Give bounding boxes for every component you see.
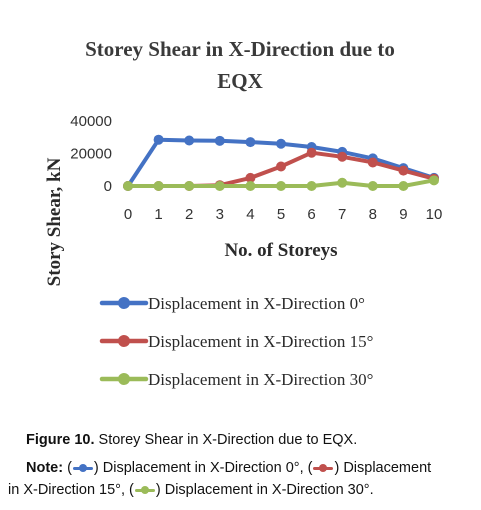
series-1-point: [367, 157, 378, 168]
plot-layer: 0 20000 40000 0 1 2 3 4 5 6 7 8 9 10: [70, 113, 442, 223]
series-0-point: [184, 135, 195, 146]
legend-marker-1: [118, 335, 130, 347]
note-line-1: Note: ( ) Displacement in X-Direction 0°,…: [26, 460, 431, 476]
series-2-point: [245, 181, 256, 191]
legend-marker-0: [118, 297, 130, 309]
series-2-point: [184, 181, 195, 191]
series-2-point: [398, 181, 409, 191]
x-tick-label: 10: [426, 206, 443, 223]
x-tick-label: 8: [369, 206, 377, 223]
x-tick-label: 6: [307, 206, 315, 223]
series-1-point: [245, 172, 256, 183]
series-2-point: [337, 177, 348, 188]
note-part-0: (: [63, 460, 72, 476]
series-0-point: [214, 135, 225, 146]
legend-label-2: Displacement in X-Direction 30°: [148, 370, 373, 389]
legend-label-1: Displacement in X-Direction 15°: [148, 332, 373, 351]
figure-caption-line: Figure 10. Storey Shear in X-Direction d…: [26, 432, 357, 448]
series-2-point: [429, 175, 439, 186]
series-2-point: [153, 181, 164, 191]
series-2-point: [367, 181, 378, 191]
series-0-point: [276, 138, 286, 149]
legend-label-0: Displacement in X-Direction 0°: [148, 294, 365, 313]
series-2-point: [123, 181, 133, 191]
chart-area: Storey Shear in X-Direction due to EQX S…: [44, 37, 443, 389]
chart-svg: Storey Shear in X-Direction due to EQX S…: [44, 37, 442, 389]
chart-title-line1: Storey Shear in X-Direction due to: [85, 37, 395, 61]
y-tick-label: 0: [104, 178, 112, 195]
x-tick-label: 3: [216, 206, 224, 223]
x-tick-label: 4: [246, 206, 254, 223]
chart-title-line2: EQX: [217, 69, 263, 93]
y-axis-title: Story Shear, kN: [44, 157, 65, 286]
note-part-3: in X-Direction 15°, (: [8, 482, 134, 498]
series-2-point: [276, 181, 286, 191]
x-axis-title: No. of Storeys: [224, 240, 337, 261]
red-series-marker-icon: [312, 462, 334, 474]
series-0-point: [153, 134, 164, 145]
series-0-point: [245, 137, 256, 148]
green-series-marker-icon: [134, 484, 156, 496]
series-1-point: [276, 161, 286, 172]
legend-marker-2: [118, 373, 130, 385]
note-part-4: ) Displacement in X-Direction 30°.: [155, 482, 374, 498]
legend: Displacement in X-Direction 0° Displaceme…: [99, 294, 373, 389]
figure-label: Figure 10.: [26, 432, 95, 448]
y-tick-label: 20000: [70, 146, 112, 163]
series-2-point: [214, 181, 225, 191]
series-1-point: [306, 147, 317, 158]
figure-text: Storey Shear in X-Direction due to EQX.: [94, 432, 358, 448]
x-tick-label: 9: [399, 206, 407, 223]
series-1-point: [398, 165, 409, 176]
x-tick-label: 1: [154, 206, 162, 223]
note-part-1: ) Displacement in X-Direction 0°, (: [93, 460, 313, 476]
x-tick-label: 7: [338, 206, 346, 223]
series-2-point: [306, 181, 317, 191]
x-tick-label: 5: [277, 206, 285, 223]
x-tick-label: 2: [185, 206, 193, 223]
note-line-2: in X-Direction 15°, ( ) Displacement in X…: [8, 482, 374, 498]
y-tick-label: 40000: [70, 113, 112, 130]
note-label: Note:: [26, 460, 64, 476]
blue-series-marker-icon: [72, 462, 94, 474]
x-tick-label: 0: [124, 206, 132, 223]
note-part-2: ) Displacement: [334, 460, 432, 476]
series-1-point: [337, 151, 348, 162]
